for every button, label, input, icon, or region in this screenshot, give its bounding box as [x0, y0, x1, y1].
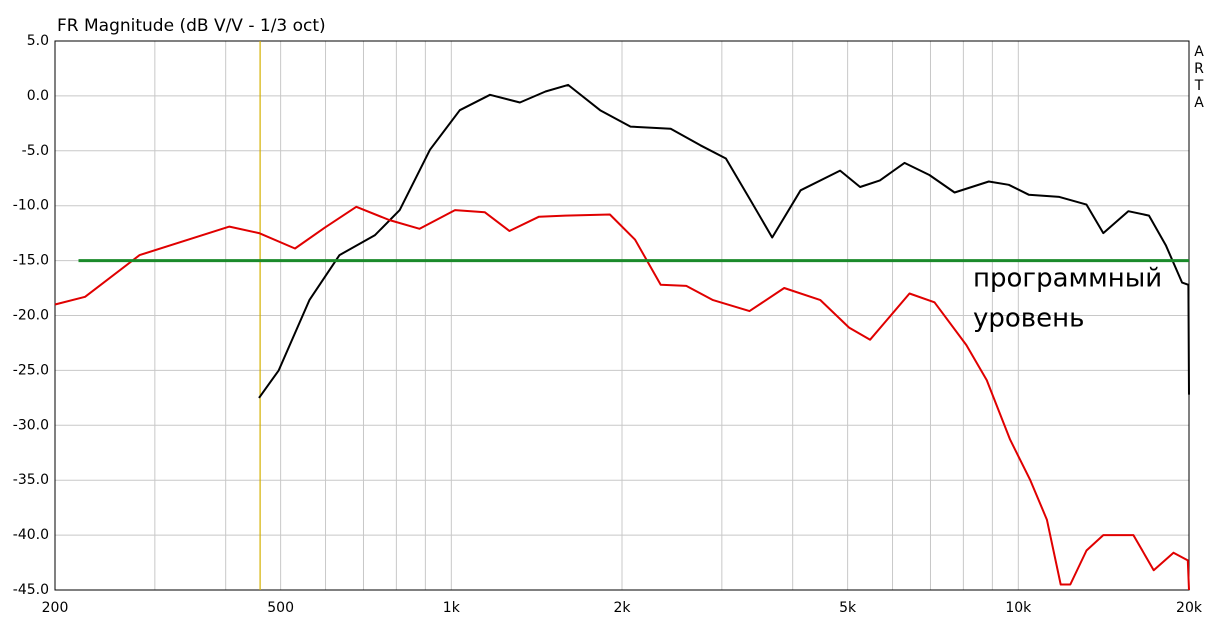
- annotation: уровень: [973, 304, 1084, 334]
- chart-title: FR Magnitude (dB V/V - 1/3 oct): [57, 16, 326, 36]
- series-line: [258, 83, 1190, 399]
- x-tick-label: 10k: [1005, 600, 1032, 616]
- x-tick-label: 5k: [839, 600, 857, 616]
- y-tick-label: -40.0: [13, 527, 49, 543]
- watermark: ARTA: [1191, 44, 1207, 112]
- y-tick-label: -10.0: [13, 198, 49, 214]
- x-tick-label: 20k: [1176, 600, 1203, 616]
- y-tick-label: -25.0: [13, 362, 49, 378]
- y-tick-label: -20.0: [13, 308, 49, 324]
- y-tick-label: -5.0: [22, 143, 49, 159]
- x-tick-label: 2k: [613, 600, 631, 616]
- y-tick-label: -15.0: [13, 253, 49, 269]
- series-line: [54, 205, 1190, 591]
- annotation: программный: [973, 264, 1162, 294]
- y-tick-label: -35.0: [13, 472, 49, 488]
- y-tick-label: 5.0: [27, 33, 49, 49]
- y-tick-label: 0.0: [27, 88, 49, 104]
- x-tick-label: 200: [42, 600, 69, 616]
- x-tick-label: 500: [267, 600, 294, 616]
- x-tick-label: 1k: [443, 600, 461, 616]
- y-tick-label: -30.0: [13, 417, 49, 433]
- y-tick-label: -45.0: [13, 582, 49, 598]
